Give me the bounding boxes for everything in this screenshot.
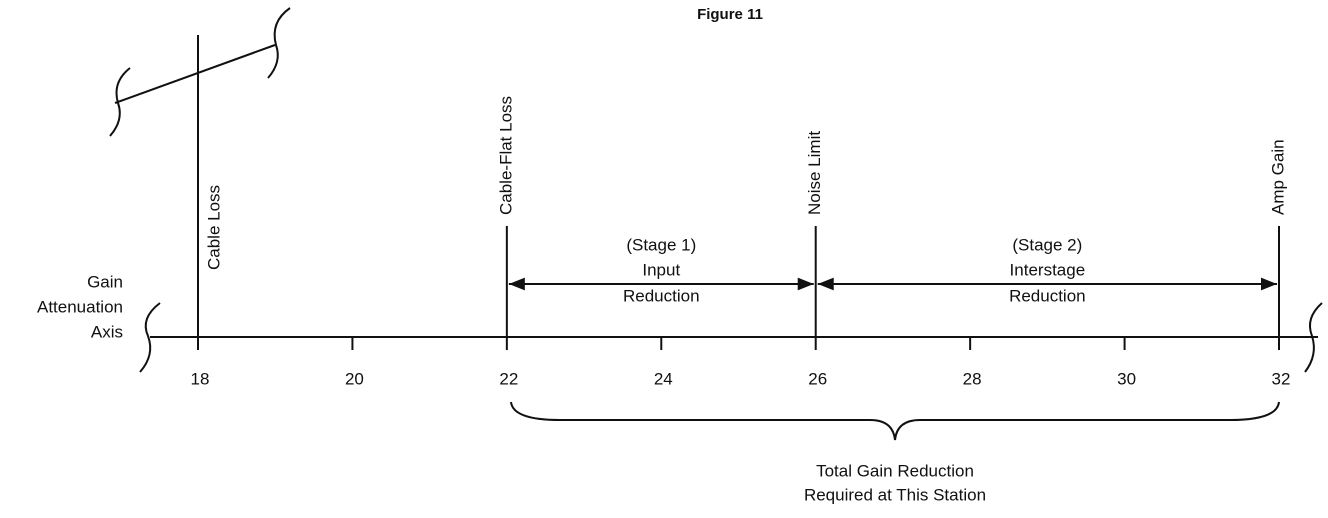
stage-label: (Stage 1) <box>626 235 696 254</box>
marker-label: Cable Loss <box>204 185 223 270</box>
title: Figure 11 <box>697 6 763 23</box>
tick-label: 22 <box>499 369 518 388</box>
cable-slope <box>114 44 276 104</box>
stage-label: Reduction <box>623 286 700 305</box>
total-label: Required at This Station <box>804 485 986 504</box>
axis-label: Gain <box>87 272 123 291</box>
tick-label: 32 <box>1272 369 1291 388</box>
slope-break <box>267 7 291 79</box>
marker-label: Amp Gain <box>1268 139 1287 215</box>
stage-label: Interstage <box>1010 260 1086 279</box>
marker-label: Cable-Flat Loss <box>496 96 515 215</box>
axis-label: Attenuation <box>37 297 123 316</box>
tick-label: 30 <box>1117 369 1136 388</box>
brace <box>510 401 1280 441</box>
total-label: Total Gain Reduction <box>816 461 974 480</box>
tick-label: 18 <box>191 369 210 388</box>
axis-break <box>1304 302 1323 373</box>
tick-label: 24 <box>654 369 673 388</box>
tick-label: 28 <box>963 369 982 388</box>
tick-label: 26 <box>808 369 827 388</box>
stage-label: Input <box>642 260 680 279</box>
stage-label: (Stage 2) <box>1012 235 1082 254</box>
stage-label: Reduction <box>1009 286 1086 305</box>
axis-break <box>139 302 161 373</box>
axis-label: Axis <box>91 322 123 341</box>
tick-label: 20 <box>345 369 364 388</box>
slope-break <box>109 67 131 137</box>
marker-label: Noise Limit <box>805 131 824 215</box>
